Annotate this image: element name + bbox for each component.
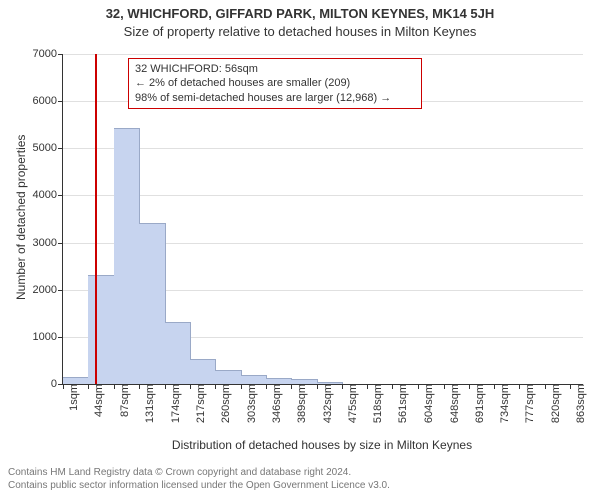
histogram-bar [114,128,140,384]
x-tick-label: 518sqm [370,384,384,423]
x-tick-label: 346sqm [269,384,283,423]
x-tick-label: 734sqm [497,384,511,423]
chart-title: Size of property relative to detached ho… [0,24,600,39]
x-tick-mark [519,384,520,389]
gridline [63,195,583,196]
x-tick-label: 691sqm [472,384,486,423]
footer-attribution: Contains HM Land Registry data © Crown c… [8,466,390,492]
plot-area: 010002000300040005000600070001sqm44sqm87… [62,54,583,385]
y-tick-label: 7000 [33,48,63,60]
x-tick-mark [367,384,368,389]
x-tick-label: 389sqm [294,384,308,423]
histogram-bar [190,359,216,384]
x-axis-label: Distribution of detached houses by size … [62,438,582,452]
x-tick-mark [418,384,419,389]
x-tick-mark [317,384,318,389]
y-tick-label: 6000 [33,95,63,107]
chart-container: 32, WHICHFORD, GIFFARD PARK, MILTON KEYN… [0,0,600,500]
x-tick-label: 561sqm [395,384,409,423]
y-tick-label: 0 [51,378,63,390]
chart-supertitle: 32, WHICHFORD, GIFFARD PARK, MILTON KEYN… [0,6,600,21]
x-tick-mark [190,384,191,389]
x-tick-mark [63,384,64,389]
annotation-line: ← 2% of detached houses are smaller (209… [135,76,415,90]
x-tick-mark [570,384,571,389]
x-tick-mark [444,384,445,389]
y-axis-label: Number of detached properties [14,135,28,300]
x-tick-label: 432sqm [320,384,334,423]
property-marker-line [95,54,97,384]
x-tick-mark [545,384,546,389]
x-tick-label: 820sqm [548,384,562,423]
x-tick-mark [114,384,115,389]
histogram-bar [165,322,191,384]
annotation-box: 32 WHICHFORD: 56sqm← 2% of detached hous… [128,58,422,109]
x-tick-mark [139,384,140,389]
histogram-bar [63,377,89,384]
histogram-bar [215,370,241,384]
x-tick-mark [241,384,242,389]
x-tick-label: 1sqm [66,384,80,411]
histogram-bar [139,223,165,384]
x-tick-mark [392,384,393,389]
x-tick-mark [215,384,216,389]
footer-line1: Contains HM Land Registry data © Crown c… [8,466,390,479]
x-tick-label: 863sqm [573,384,587,423]
y-tick-label: 1000 [33,331,63,343]
x-tick-mark [342,384,343,389]
y-tick-label: 4000 [33,189,63,201]
x-tick-label: 260sqm [218,384,232,423]
x-tick-mark [165,384,166,389]
x-tick-label: 303sqm [244,384,258,423]
y-tick-label: 5000 [33,142,63,154]
footer-line2: Contains public sector information licen… [8,479,390,492]
x-tick-label: 174sqm [168,384,182,423]
x-tick-label: 217sqm [193,384,207,423]
histogram-bar [88,275,114,384]
x-tick-label: 777sqm [522,384,536,423]
y-tick-label: 2000 [33,284,63,296]
histogram-bar [241,375,267,384]
x-tick-label: 648sqm [447,384,461,423]
x-tick-mark [88,384,89,389]
y-tick-label: 3000 [33,237,63,249]
x-tick-label: 131sqm [142,384,156,423]
x-tick-mark [266,384,267,389]
x-tick-mark [469,384,470,389]
x-tick-mark [291,384,292,389]
x-tick-label: 604sqm [421,384,435,423]
x-tick-label: 87sqm [117,384,131,417]
x-tick-label: 475sqm [345,384,359,423]
x-tick-label: 44sqm [91,384,105,417]
x-tick-mark [494,384,495,389]
annotation-line: 32 WHICHFORD: 56sqm [135,62,415,76]
gridline [63,54,583,55]
gridline [63,148,583,149]
annotation-line: 98% of semi-detached houses are larger (… [135,91,415,105]
